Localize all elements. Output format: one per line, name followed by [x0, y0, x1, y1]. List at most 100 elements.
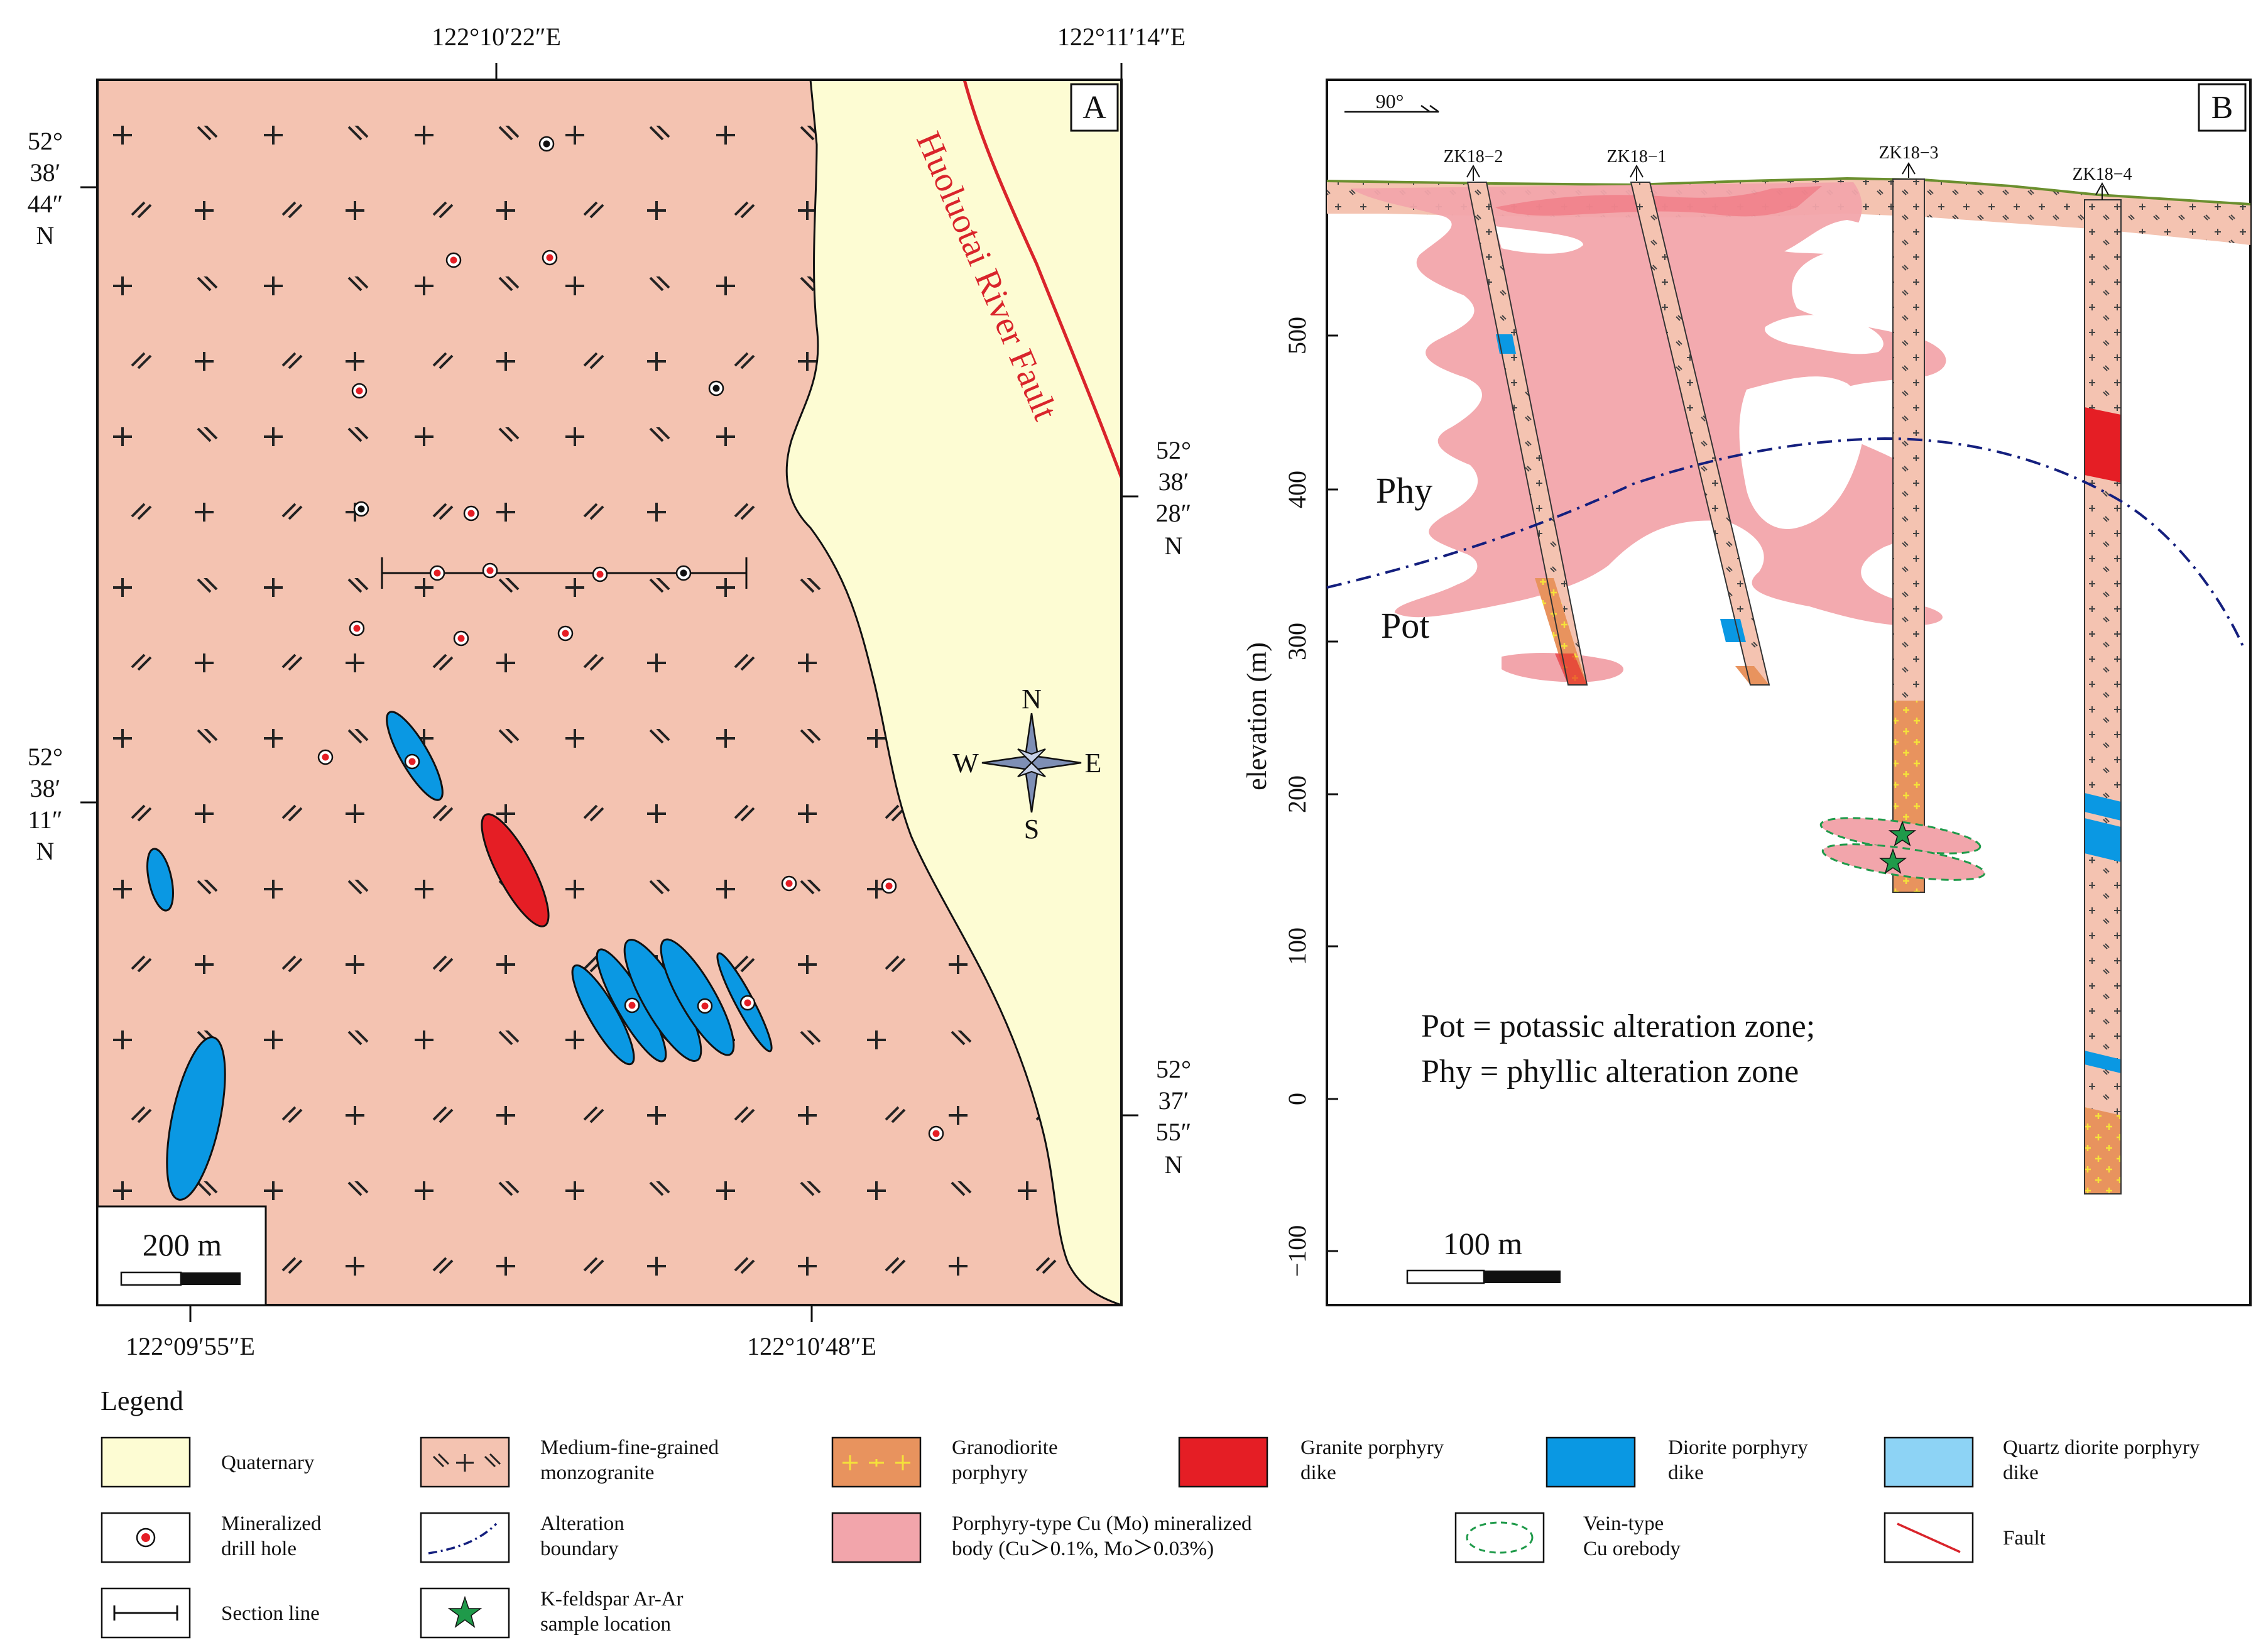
right-coord-top: 52° 38′ 28″ N — [1156, 436, 1192, 560]
legend-label-vein-2: Cu orebody — [1583, 1538, 1681, 1560]
legend-alteration-line — [428, 1522, 498, 1555]
svg-text:52°: 52° — [28, 743, 63, 771]
legend-title: Legend — [101, 1386, 183, 1416]
orientation-label: 90° — [1376, 90, 1404, 112]
compass-e: E — [1085, 748, 1102, 779]
zone-label-pot: Pot — [1381, 605, 1429, 646]
scale-bar-b-white — [1406, 1269, 1485, 1284]
note-line-1: Pot = potassic alteration zone; — [1421, 1009, 1815, 1044]
legend-swatch-vein — [1454, 1512, 1545, 1563]
drill-zk18-4 — [2084, 199, 2122, 1194]
ground-surface — [1326, 177, 2251, 205]
svg-text:44″: 44″ — [28, 190, 63, 218]
left-coord-bottom: 52° 38′ 11″ N — [28, 743, 63, 865]
mineralized-drill-holes — [317, 249, 944, 1142]
legend-label-mineralized-body-2: body (Cu＞0.1%, Mo＞0.03%) — [952, 1538, 1214, 1560]
drill-label-zk18-4: ZK18−4 — [2072, 165, 2132, 184]
legend-section-line-icon — [113, 1605, 178, 1621]
legend-swatch-quaternary — [101, 1436, 191, 1488]
panel-a-frame — [96, 79, 1123, 1306]
y-tick-200: 200 — [1283, 775, 1311, 813]
legend-label-granodiorite-1: Granodiorite — [952, 1436, 1058, 1459]
legend-label-granodiorite-2: porphyry — [952, 1462, 1028, 1484]
svg-text:37′: 37′ — [1159, 1086, 1189, 1115]
legend-swatch-mineralized-body — [831, 1512, 922, 1563]
legend-label-granite-porphyry-2: dike — [1300, 1462, 1336, 1484]
drill-label-zk18-1: ZK18−1 — [1606, 147, 1666, 167]
panel-b-label-box — [2198, 83, 2247, 132]
panel-a-scale-box — [96, 1205, 267, 1306]
drill-zk18-1 — [1630, 182, 1770, 686]
legend-label-alteration-2: boundary — [540, 1538, 619, 1560]
drill-hole-markers — [1466, 162, 2109, 200]
panel-a-map: 122°10′22″E 122°11′14″E 122°09′55″E 122°… — [28, 23, 1192, 1360]
legend-label-granite-porphyry-1: Granite porphyry — [1300, 1436, 1444, 1459]
y-tick-minus-100: −100 — [1283, 1225, 1311, 1277]
y-tick-300: 300 — [1283, 623, 1311, 660]
svg-text:55″: 55″ — [1156, 1118, 1192, 1146]
svg-text:52°: 52° — [28, 127, 63, 155]
svg-text:N: N — [36, 837, 55, 865]
legend-label-monzogranite-2: monzogranite — [540, 1462, 654, 1484]
drill-zk18-2 — [1466, 182, 1588, 686]
drill-holes — [353, 136, 724, 581]
legend-label-alteration-1: Alteration — [540, 1512, 624, 1535]
drill-zk18-3 — [1892, 178, 1925, 893]
drill-label-zk18-3: ZK18−3 — [1878, 143, 1938, 163]
compass-n: N — [1022, 684, 1042, 714]
compass-w: W — [952, 748, 979, 779]
svg-text:52°: 52° — [1156, 436, 1191, 464]
scale-bar-black — [181, 1272, 241, 1285]
y-tick-400: 400 — [1283, 471, 1311, 508]
y-tick-0: 0 — [1283, 1093, 1311, 1105]
legend-swatch-quartz-diorite-porphyry — [1884, 1436, 1974, 1488]
legend-swatch-granite-porphyry — [1178, 1436, 1268, 1488]
k-feldspar-samples — [1878, 820, 1917, 874]
scale-bar-white — [120, 1271, 182, 1286]
legend-label-quaternary: Quaternary — [221, 1451, 315, 1474]
right-coord-bottom: 52° 37′ 55″ N — [1156, 1055, 1192, 1179]
legend-swatch-alteration — [420, 1512, 510, 1563]
legend-monzo-symbols — [432, 1453, 501, 1472]
panel-b-label: B — [2211, 90, 2233, 126]
legend: Legend Quaternary Medium-fine-grained mo… — [101, 1386, 2200, 1639]
legend-vein-icon — [1466, 1521, 1534, 1554]
legend-label-diorite-porphyry-1: Diorite porphyry — [1668, 1436, 1808, 1459]
orientation-marker — [1344, 104, 1439, 113]
svg-text:52°: 52° — [1156, 1055, 1191, 1083]
legend-label-sample-1: K-feldspar Ar-Ar — [540, 1588, 684, 1610]
svg-text:N: N — [36, 221, 55, 249]
drill-label-zk18-2: ZK18−2 — [1443, 147, 1503, 167]
svg-text:11″: 11″ — [28, 806, 62, 834]
legend-label-quartz-diorite-1: Quartz diorite porphyry — [2003, 1436, 2200, 1459]
scale-bar-b-black — [1484, 1271, 1561, 1283]
legend-label-section-line: Section line — [221, 1602, 320, 1625]
legend-label-drill-hole-1: Mineralized — [221, 1512, 322, 1535]
y-axis-label: elevation (m) — [1241, 642, 1272, 790]
compass-rose — [981, 713, 1082, 813]
panel-b-section: ZK18−2 ZK18−1 ZK18−3 ZK18−4 90° B 500 40… — [1241, 79, 2252, 1306]
svg-text:N: N — [1165, 1151, 1183, 1179]
legend-label-vein-1: Vein-type — [1583, 1512, 1664, 1535]
granite-porphyry-dike — [481, 813, 550, 927]
top-coord-2: 122°11′14″E — [1057, 23, 1186, 51]
panel-a-label: A — [1082, 90, 1106, 126]
mineralized-body-upper — [1495, 186, 1822, 217]
top-coord-1: 122°10′22″E — [432, 23, 561, 51]
legend-label-monzogranite-1: Medium-fine-grained — [540, 1436, 719, 1459]
y-tick-500: 500 — [1283, 317, 1311, 354]
zone-label-phy: Phy — [1376, 470, 1432, 511]
legend-swatch-diorite-porphyry — [1546, 1436, 1636, 1488]
svg-text:38′: 38′ — [30, 158, 61, 187]
note-line-2: Phy = phyllic alteration zone — [1421, 1054, 1799, 1090]
legend-label-diorite-porphyry-2: dike — [1668, 1462, 1704, 1484]
legend-label-drill-hole-2: drill hole — [221, 1538, 297, 1560]
alteration-boundary — [1326, 437, 2244, 647]
fault-line — [962, 79, 1123, 478]
legend-star-icon — [447, 1595, 482, 1628]
legend-granodiorite-symbols — [842, 1455, 910, 1470]
legend-fault-line — [1897, 1522, 1961, 1553]
legend-label-quartz-diorite-2: dike — [2003, 1462, 2039, 1484]
svg-text:38′: 38′ — [30, 774, 61, 802]
body-gaps — [1495, 220, 1941, 529]
